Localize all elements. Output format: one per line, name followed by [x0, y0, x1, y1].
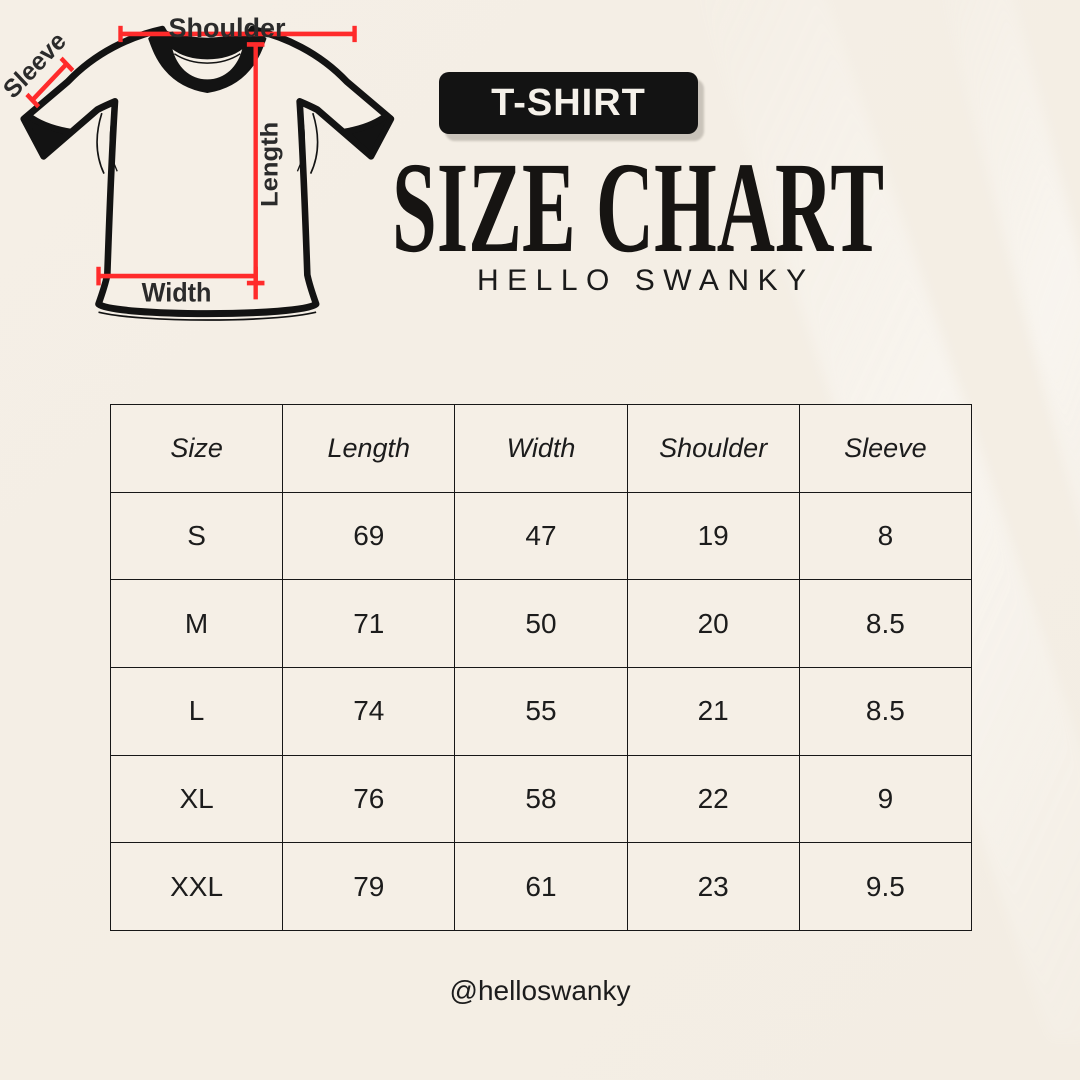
svg-text:Length: Length — [256, 122, 283, 207]
svg-text:Shoulder: Shoulder — [168, 13, 285, 43]
svg-text:Width: Width — [142, 277, 212, 308]
